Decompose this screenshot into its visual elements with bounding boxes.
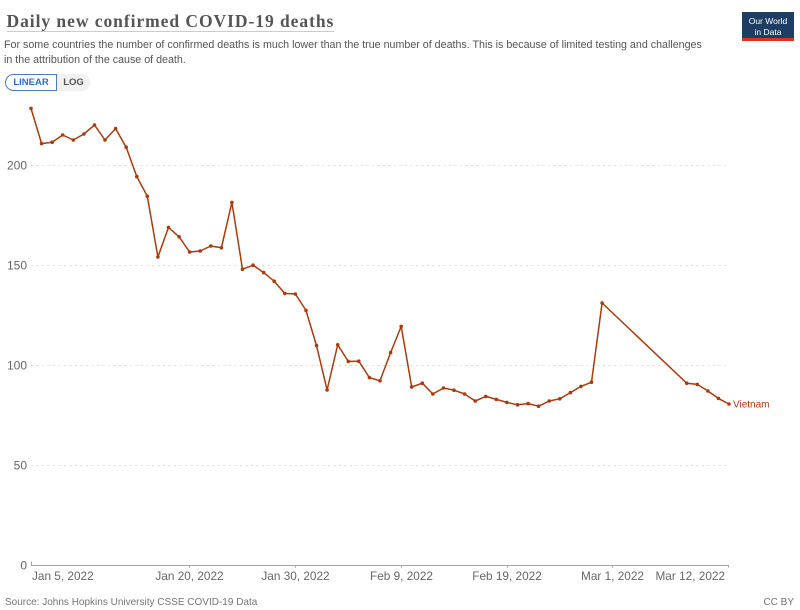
svg-text:150: 150 <box>7 259 27 273</box>
svg-text:Mar 12, 2022: Mar 12, 2022 <box>655 569 725 583</box>
svg-text:Vietnam: Vietnam <box>733 400 770 411</box>
svg-text:Feb 19, 2022: Feb 19, 2022 <box>472 569 542 583</box>
svg-text:200: 200 <box>7 159 27 173</box>
svg-text:Jan 5, 2022: Jan 5, 2022 <box>32 569 94 583</box>
svg-text:Mar 1, 2022: Mar 1, 2022 <box>581 569 644 583</box>
svg-text:Jan 30, 2022: Jan 30, 2022 <box>261 569 329 583</box>
svg-text:50: 50 <box>14 459 28 473</box>
svg-text:0: 0 <box>20 559 27 573</box>
svg-text:Feb 9, 2022: Feb 9, 2022 <box>370 569 433 583</box>
svg-text:100: 100 <box>7 359 27 373</box>
svg-text:Jan 20, 2022: Jan 20, 2022 <box>155 569 223 583</box>
